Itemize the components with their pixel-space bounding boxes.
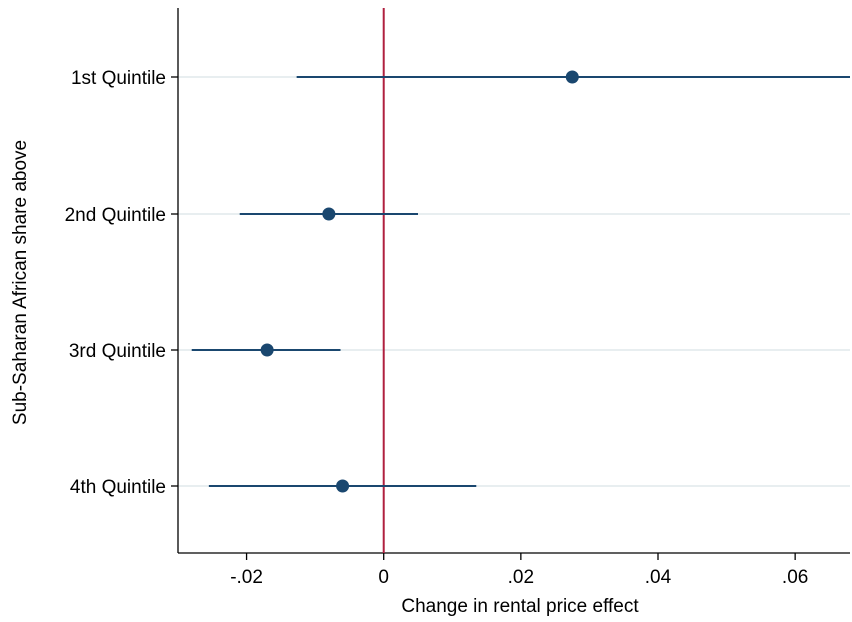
gridlines — [178, 76, 850, 487]
y-tick-label: 2nd Quintile — [65, 205, 166, 226]
data-layer — [191, 70, 850, 493]
y-tick-label: 4th Quintile — [70, 477, 166, 498]
y-tick-label: 3rd Quintile — [69, 341, 166, 362]
y-axis-title: Sub-Saharan African share above — [10, 140, 31, 425]
x-tick-label: .04 — [645, 567, 672, 588]
x-tick-label: -.02 — [230, 567, 263, 588]
x-axis-title: Change in rental price effect — [401, 596, 639, 617]
point-estimate — [565, 70, 579, 84]
point-estimate — [260, 343, 274, 357]
axes: -.02 0 .02 .04 .06 1st Quintile 2nd Quintile 3r… — [65, 8, 850, 588]
y-tick-label: 1st Quintile — [71, 68, 166, 89]
x-tick-label: .06 — [782, 567, 808, 588]
x-tick-label: .02 — [508, 567, 534, 588]
x-tick-label: 0 — [378, 567, 389, 588]
point-estimate — [322, 207, 336, 221]
point-estimate — [336, 479, 350, 493]
